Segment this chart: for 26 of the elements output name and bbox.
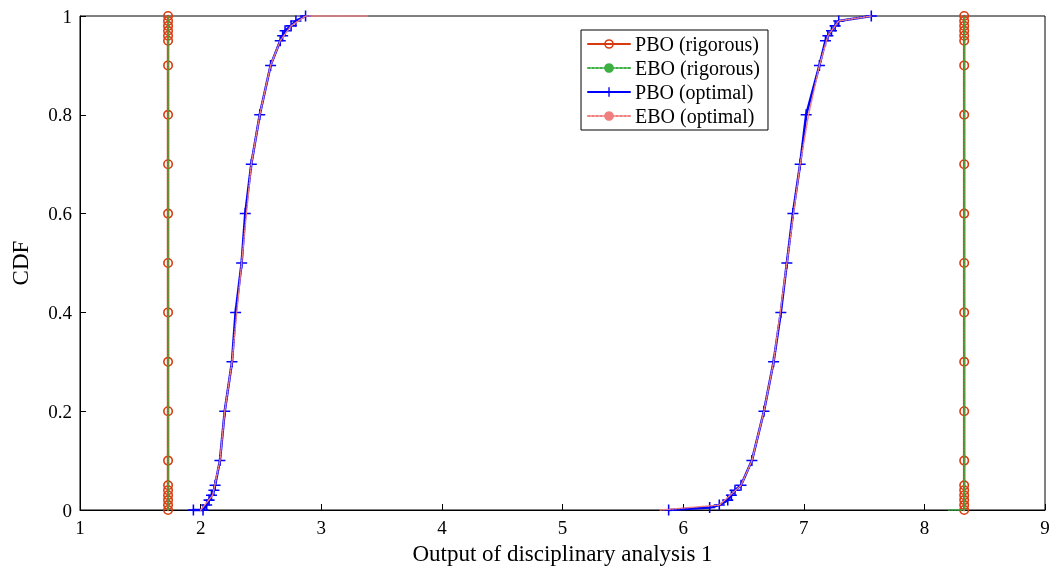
legend-label: EBO (rigorous) bbox=[635, 57, 760, 80]
legend-label: PBO (rigorous) bbox=[635, 33, 759, 56]
y-tick-label: 0.4 bbox=[48, 301, 73, 323]
x-tick-label: 3 bbox=[316, 517, 326, 538]
x-axis-title: Output of disciplinary analysis 1 bbox=[412, 541, 713, 566]
x-tick-label: 9 bbox=[1040, 517, 1050, 538]
x-tick-label: 5 bbox=[557, 517, 568, 538]
y-axis-title: CDF bbox=[8, 240, 33, 286]
legend-label: EBO (optimal) bbox=[635, 105, 755, 128]
x-tick-label: 8 bbox=[919, 517, 930, 538]
x-tick-label: 2 bbox=[195, 517, 206, 538]
x-tick-label: 4 bbox=[437, 517, 448, 538]
x-tick-label: 7 bbox=[799, 517, 809, 538]
point bbox=[800, 109, 812, 121]
y-tick-label: 0.8 bbox=[48, 104, 72, 126]
y-tick-label: 1 bbox=[62, 5, 72, 27]
x-tick-label: 1 bbox=[75, 517, 85, 538]
y-tick-label: 0 bbox=[62, 499, 72, 521]
point bbox=[163, 11, 174, 21]
x-tick-label: 6 bbox=[678, 517, 688, 538]
y-tick-label: 0.2 bbox=[48, 400, 72, 422]
point bbox=[959, 109, 970, 120]
point bbox=[959, 11, 970, 21]
legend-label: PBO (optimal) bbox=[635, 81, 754, 104]
point bbox=[959, 406, 970, 417]
y-tick-label: 0.6 bbox=[48, 203, 72, 225]
